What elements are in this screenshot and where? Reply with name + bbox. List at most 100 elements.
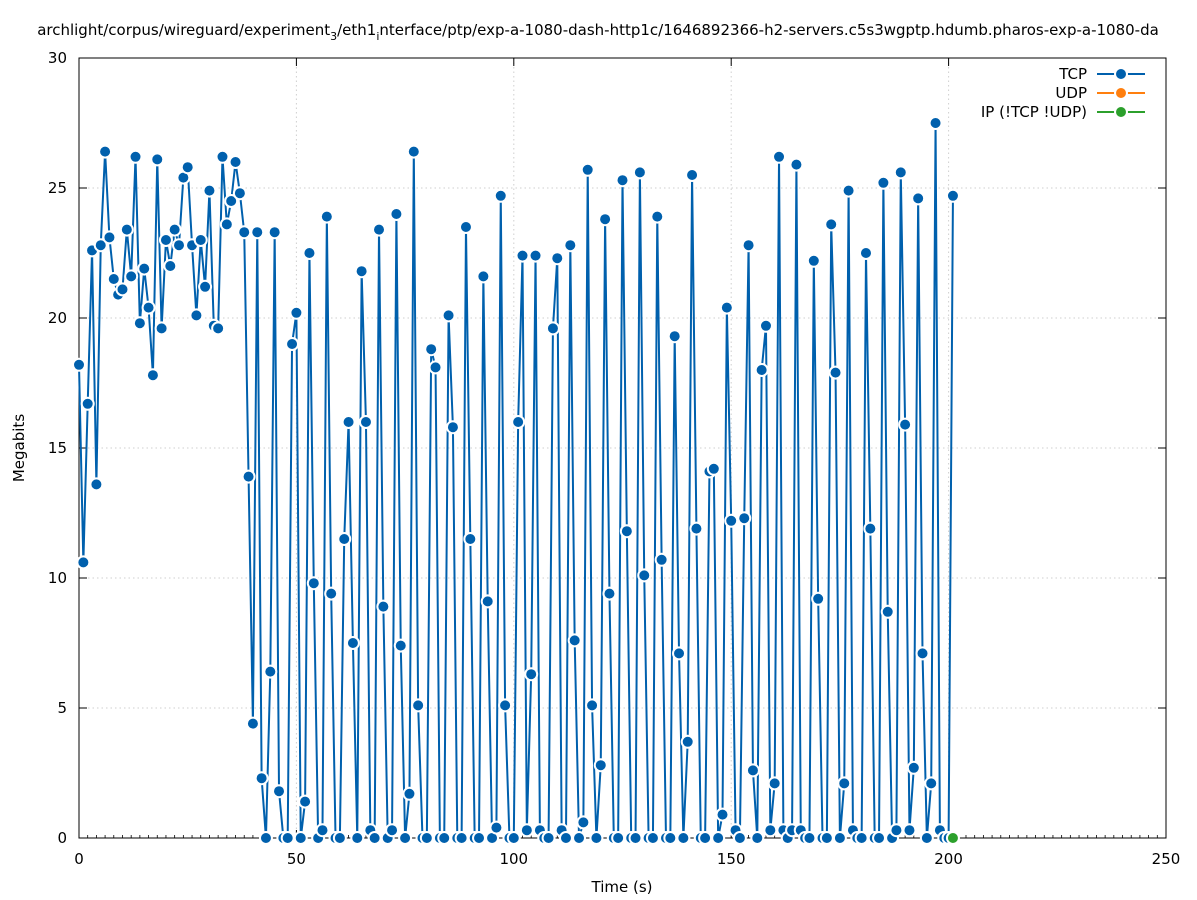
y-tick-label: 25 bbox=[48, 179, 67, 197]
data-point bbox=[541, 831, 556, 845]
data-point bbox=[463, 532, 478, 546]
data-point bbox=[611, 831, 626, 845]
data-point bbox=[132, 316, 147, 331]
data-point bbox=[545, 321, 560, 336]
data-point bbox=[254, 771, 269, 786]
data-point bbox=[741, 238, 756, 253]
data-point bbox=[750, 831, 765, 845]
data-point bbox=[250, 225, 265, 240]
legend-entry: IP (!TCP !UDP) bbox=[981, 103, 1145, 121]
data-point bbox=[654, 552, 669, 567]
data-point bbox=[345, 636, 360, 650]
data-point bbox=[928, 116, 943, 130]
data-point bbox=[245, 716, 260, 731]
y-tick-label: 10 bbox=[48, 569, 67, 587]
data-point bbox=[376, 599, 391, 614]
data-point bbox=[789, 157, 804, 172]
data-point bbox=[241, 469, 256, 484]
data-point bbox=[306, 576, 321, 591]
data-point bbox=[589, 831, 604, 845]
data-point bbox=[476, 269, 491, 284]
data-point bbox=[854, 831, 869, 845]
data-point bbox=[232, 186, 247, 201]
data-point bbox=[119, 222, 134, 237]
data-point bbox=[372, 222, 387, 237]
data-point bbox=[124, 269, 139, 284]
legend-marker bbox=[1114, 67, 1128, 81]
data-point bbox=[519, 823, 534, 838]
data-point bbox=[650, 209, 665, 224]
data-point bbox=[819, 831, 834, 845]
data-point bbox=[89, 477, 104, 492]
data-point bbox=[832, 831, 847, 845]
data-point bbox=[458, 220, 473, 234]
data-point bbox=[754, 363, 769, 377]
data-point bbox=[824, 217, 839, 232]
data-point bbox=[841, 183, 856, 198]
data-point bbox=[289, 305, 304, 320]
data-point bbox=[393, 638, 408, 653]
series-line bbox=[78, 122, 954, 839]
data-point bbox=[585, 698, 600, 713]
data-point bbox=[872, 831, 887, 845]
data-point bbox=[398, 831, 413, 845]
chart-title-sub1: 3 bbox=[330, 30, 337, 43]
data-point bbox=[224, 194, 239, 208]
data-point bbox=[424, 342, 439, 357]
data-point bbox=[680, 734, 695, 749]
data-point bbox=[280, 831, 295, 845]
data-point bbox=[337, 532, 352, 546]
data-point bbox=[602, 586, 617, 601]
data-point bbox=[576, 815, 591, 830]
data-point bbox=[385, 823, 400, 838]
data-point bbox=[676, 831, 691, 845]
data-point bbox=[332, 831, 347, 845]
legend-entry: TCP bbox=[1058, 65, 1145, 83]
data-point bbox=[550, 251, 565, 266]
data-point bbox=[567, 633, 582, 648]
data-point bbox=[880, 604, 895, 619]
data-point bbox=[724, 513, 739, 528]
data-point bbox=[154, 321, 169, 336]
data-point bbox=[115, 282, 130, 297]
data-point bbox=[732, 831, 747, 845]
data-point bbox=[272, 784, 287, 799]
data-point bbox=[106, 272, 121, 286]
data-point bbox=[198, 279, 213, 294]
data-point bbox=[341, 415, 356, 429]
data-point bbox=[237, 225, 252, 240]
data-point bbox=[558, 831, 573, 845]
data-point bbox=[763, 823, 778, 838]
data-point bbox=[163, 259, 178, 273]
data-point bbox=[898, 417, 913, 432]
data-point bbox=[893, 165, 908, 180]
data-point bbox=[493, 188, 508, 203]
data-point bbox=[858, 246, 873, 260]
data-point bbox=[285, 337, 300, 351]
x-tick-label: 250 bbox=[1152, 850, 1181, 868]
data-point bbox=[389, 207, 404, 221]
data-point bbox=[667, 329, 682, 344]
data-point bbox=[863, 521, 878, 536]
data-point bbox=[93, 238, 108, 253]
y-axis-label: Megabits bbox=[10, 414, 28, 482]
data-point bbox=[211, 321, 226, 336]
data-point bbox=[202, 183, 217, 198]
data-point bbox=[302, 246, 317, 260]
data-point bbox=[319, 209, 334, 224]
data-point bbox=[719, 300, 734, 315]
data-point bbox=[367, 831, 382, 845]
data-point bbox=[180, 160, 195, 175]
data-point bbox=[189, 308, 204, 323]
data-point bbox=[480, 594, 495, 609]
data-point bbox=[811, 591, 826, 606]
data-point bbox=[354, 264, 369, 279]
data-point bbox=[593, 758, 608, 773]
data-point bbox=[802, 831, 817, 845]
data-point bbox=[441, 308, 456, 323]
data-point bbox=[428, 360, 443, 375]
data-point bbox=[506, 831, 521, 845]
data-point bbox=[141, 300, 156, 315]
